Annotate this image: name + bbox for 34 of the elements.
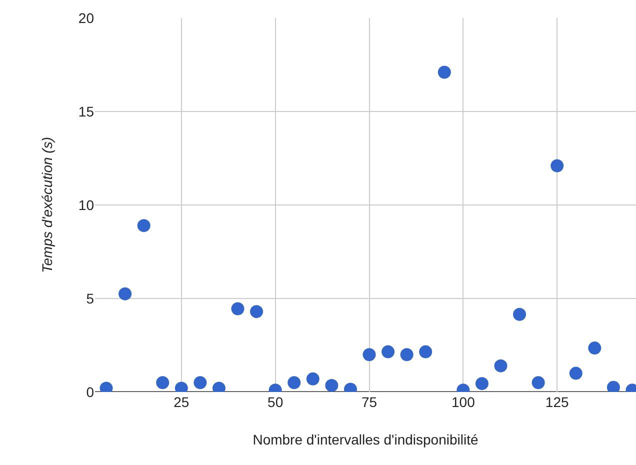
- point: [250, 305, 264, 318]
- point: [606, 380, 620, 392]
- point: [288, 376, 301, 390]
- x-tick-label: 25: [174, 394, 190, 410]
- x-tick-label: 125: [545, 394, 569, 410]
- x-tick-label: 75: [361, 394, 378, 410]
- point: [494, 359, 508, 372]
- point: [325, 378, 338, 392]
- y-tick-label: 20: [78, 10, 94, 26]
- point: [400, 348, 414, 362]
- y-tick-label: 15: [78, 103, 94, 120]
- point: [306, 372, 320, 386]
- point: [231, 302, 244, 316]
- point: [550, 159, 564, 172]
- x-tick-label: 100: [452, 394, 476, 410]
- point: [118, 287, 132, 300]
- point: [382, 345, 395, 358]
- x-tick-label: 50: [268, 394, 284, 410]
- point: [475, 377, 488, 390]
- point: [419, 345, 432, 358]
- y-tick-label: 0: [86, 384, 94, 400]
- y-tick-label: 10: [78, 196, 94, 213]
- point: [532, 376, 545, 390]
- point: [588, 342, 602, 355]
- point: [438, 66, 451, 79]
- point: [569, 366, 582, 380]
- x-axis-title: Nombre d'intervalles d'indisponibilité: [252, 431, 478, 448]
- point: [362, 348, 376, 362]
- point: [156, 376, 170, 390]
- point: [137, 219, 150, 232]
- point: [513, 308, 526, 321]
- point: [194, 376, 207, 390]
- y-tick-label: 5: [86, 290, 94, 306]
- y-axis-title: Temps d'exécution (s): [39, 137, 56, 273]
